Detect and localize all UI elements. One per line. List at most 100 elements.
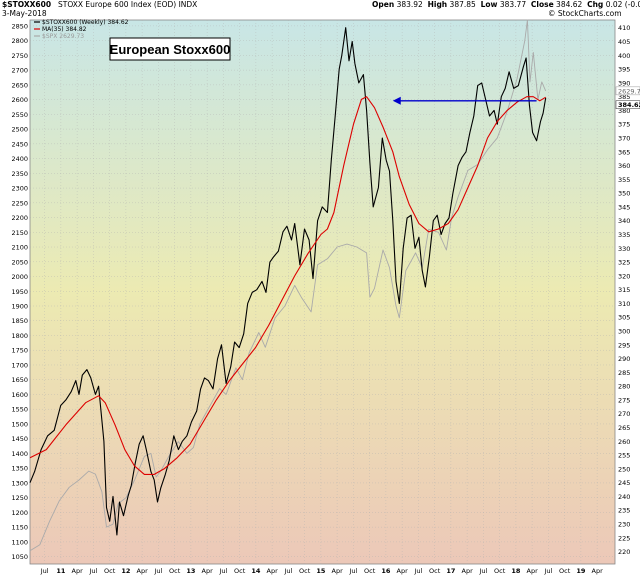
left-tick-label: 1050 <box>11 553 28 561</box>
right-tick-label: 320 <box>618 272 630 280</box>
title-box-frame <box>109 37 231 61</box>
x-tick-label: Oct <box>169 567 181 575</box>
right-tick-label: 365 <box>618 148 630 156</box>
x-tick-label: Oct <box>299 567 311 575</box>
right-tick-label: 340 <box>618 217 630 225</box>
chart-title-box: European Stoxx600 <box>109 37 231 61</box>
left-tick-label: 2450 <box>11 140 28 148</box>
chart-symbol: $STOXX600 <box>2 0 52 9</box>
arrow-head <box>392 96 401 105</box>
x-tick-label: Apr <box>332 567 344 575</box>
x-tick-label: Oct <box>234 567 246 575</box>
left-tick-label: 2050 <box>11 258 28 266</box>
x-tick-label: Jul <box>348 567 357 575</box>
x-tick-label: Jul <box>153 567 162 575</box>
left-tick-label: 1800 <box>11 332 28 340</box>
right-tick-label: 225 <box>618 534 630 542</box>
series-line-ma35 <box>29 96 546 475</box>
x-tick-label: 11 <box>56 567 66 575</box>
left-tick-label: 1750 <box>11 347 28 355</box>
x-tick-label: Apr <box>462 567 474 575</box>
left-tick-label: 1150 <box>11 524 28 532</box>
legend-label: MA(35) 384.82 <box>42 26 87 33</box>
right-tick-label: 360 <box>618 162 630 170</box>
left-tick-label: 2400 <box>11 155 28 163</box>
right-tick-label: 245 <box>618 479 630 487</box>
right-tick-label: 330 <box>618 245 630 253</box>
chart-title: European Stoxx600 <box>110 42 231 57</box>
chart-date: 3-May-2018 <box>2 9 47 18</box>
left-tick-label: 2250 <box>11 199 28 207</box>
right-tick-label: 370 <box>618 135 630 143</box>
x-tick-label: 19 <box>576 567 586 575</box>
resistance-arrow <box>392 96 537 105</box>
left-tick-label: 2600 <box>11 96 28 104</box>
left-tick-label: 2350 <box>11 170 28 178</box>
right-tick-label: 295 <box>618 341 630 349</box>
left-tick-label: 2550 <box>11 111 28 119</box>
x-tick-label: Apr <box>72 567 84 575</box>
right-tick-label: 395 <box>618 66 630 74</box>
left-tick-label: 2750 <box>11 52 28 60</box>
x-tick-label: Jul <box>218 567 227 575</box>
right-tick-label: 355 <box>618 176 630 184</box>
left-tick-label: 2850 <box>11 22 28 30</box>
right-axis-labels: 220 225 230 235 240 245 250 255 260 265 270 275 280 2… <box>618 24 630 556</box>
right-tick-label: 275 <box>618 396 630 404</box>
left-tick-label: 1950 <box>11 288 28 296</box>
x-tick-label: 14 <box>251 567 261 575</box>
left-tick-label: 1100 <box>11 538 28 546</box>
spx-end-box <box>615 86 640 96</box>
right-tick-label: 270 <box>618 410 630 418</box>
left-tick-label: 2000 <box>11 273 28 281</box>
x-tick-label: Jul <box>413 567 422 575</box>
x-axis-labels: Jul 11 Apr Jul Oct 12 Apr Jul Oct 13 Apr Jul Oct 14 Ap… <box>40 567 603 575</box>
series-line-stoxx600 <box>29 27 547 536</box>
x-tick-label: Oct <box>104 567 116 575</box>
x-tick-label: 17 <box>446 567 455 575</box>
x-tick-label: Apr <box>592 567 604 575</box>
x-tick-label: Oct <box>559 567 571 575</box>
chart-index-name: STOXX Europe 600 Index (EOD) INDX <box>58 0 198 9</box>
series-lines <box>29 19 547 552</box>
right-tick-label: 315 <box>618 286 630 294</box>
x-tick-label: Jul <box>283 567 292 575</box>
x-tick-label: Apr <box>527 567 539 575</box>
x-tick-label: 18 <box>511 567 521 575</box>
right-tick-label: 280 <box>618 383 630 391</box>
right-tick-label: 285 <box>618 369 630 377</box>
left-tick-label: 1850 <box>11 317 28 325</box>
left-tick-label: 1400 <box>11 450 28 458</box>
right-tick-label: 385 <box>618 93 630 101</box>
x-tick-label: Apr <box>137 567 149 575</box>
left-tick-label: 1250 <box>11 494 28 502</box>
right-tick-label: 230 <box>618 521 630 529</box>
left-tick-label: 1550 <box>11 406 28 414</box>
left-tick-label: 2700 <box>11 67 28 75</box>
left-tick-label: 2500 <box>11 126 28 134</box>
spx-end-label: 2629.73 <box>618 87 640 95</box>
left-tick-label: 1450 <box>11 435 28 443</box>
right-tick-label: 255 <box>618 452 630 460</box>
legend-label: $SPX 2629.73 <box>42 33 84 40</box>
right-tick-label: 290 <box>618 355 630 363</box>
right-tick-label: 345 <box>618 203 630 211</box>
left-tick-label: 1700 <box>11 361 28 369</box>
left-tick-label: 1200 <box>11 509 28 517</box>
left-tick-label: 2800 <box>11 37 28 45</box>
right-tick-label: 375 <box>618 121 630 129</box>
right-tick-label: 310 <box>618 300 630 308</box>
x-tick-label: Apr <box>202 567 214 575</box>
right-tick-label: 335 <box>618 231 630 239</box>
right-tick-label: 300 <box>618 328 630 336</box>
end-value-labels: 2629.73 384.62 <box>615 86 640 109</box>
left-tick-label: 1600 <box>11 391 28 399</box>
left-tick-label: 2100 <box>11 244 28 252</box>
right-tick-label: 410 <box>618 24 630 32</box>
stoxx-end-box <box>615 100 640 109</box>
stoxx-end-label: 384.62 <box>618 101 640 109</box>
right-tick-label: 325 <box>618 259 630 267</box>
legend-label: $STOXX600 (Weekly) 384.62 <box>42 19 129 26</box>
left-tick-label: 1350 <box>11 465 28 473</box>
